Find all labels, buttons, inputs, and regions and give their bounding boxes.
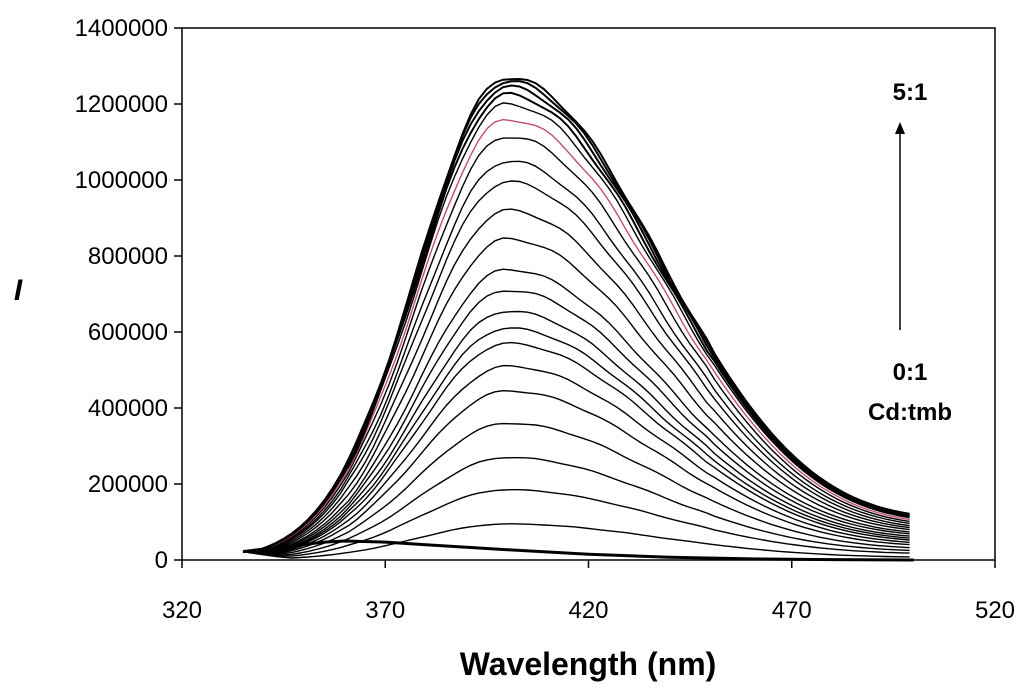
annotation-ratio-label: Cd:tmb	[868, 399, 952, 426]
annotation-top-ratio: 5:1	[893, 79, 928, 106]
x-tick-label: 520	[975, 597, 1015, 624]
y-tick-label: 1400000	[75, 15, 168, 42]
series-line	[242, 290, 910, 554]
series-line	[242, 91, 910, 553]
y-tick-label: 1000000	[75, 167, 168, 194]
series-line	[242, 422, 910, 555]
series-line	[242, 137, 910, 553]
x-tick-label: 320	[162, 597, 202, 624]
x-axis-title: Wavelength (nm)	[460, 646, 717, 682]
annotation-bottom-ratio: 0:1	[893, 359, 928, 386]
x-tick-label: 370	[365, 597, 405, 624]
series-line	[242, 489, 910, 557]
series-line	[242, 457, 910, 556]
series-line	[242, 180, 910, 553]
x-tick-label: 470	[772, 597, 812, 624]
series-line	[242, 237, 910, 553]
series-line	[242, 310, 910, 554]
series-line-baseline	[242, 539, 914, 562]
y-axis-ticks: 0 200000 400000 600000 800000 1000000 1200000 1…	[75, 15, 182, 574]
arrow-up-icon	[895, 122, 905, 134]
series-line	[242, 327, 910, 554]
series-line	[242, 268, 910, 554]
series-line	[242, 364, 910, 554]
series-line	[242, 102, 910, 553]
series-line	[242, 389, 910, 555]
y-tick-label: 800000	[88, 243, 168, 270]
series-line	[242, 160, 910, 553]
y-tick-label: 0	[155, 547, 168, 574]
x-axis-ticks: 320 370 420 470 520	[162, 560, 1015, 624]
series-layer	[242, 77, 914, 562]
ratio-annotation: 5:1 0:1 Cd:tmb	[868, 79, 952, 426]
series-line	[242, 208, 910, 553]
y-tick-label: 400000	[88, 395, 168, 422]
y-tick-label: 1200000	[75, 91, 168, 118]
y-axis-title: I	[14, 274, 23, 307]
series-line	[242, 523, 910, 559]
y-tick-label: 200000	[88, 471, 168, 498]
series-line	[242, 118, 910, 553]
series-line	[242, 341, 910, 554]
x-tick-label: 420	[568, 597, 608, 624]
series-line	[242, 77, 910, 553]
plot-frame	[181, 27, 996, 561]
y-tick-label: 600000	[88, 319, 168, 346]
plot-area	[181, 27, 996, 561]
